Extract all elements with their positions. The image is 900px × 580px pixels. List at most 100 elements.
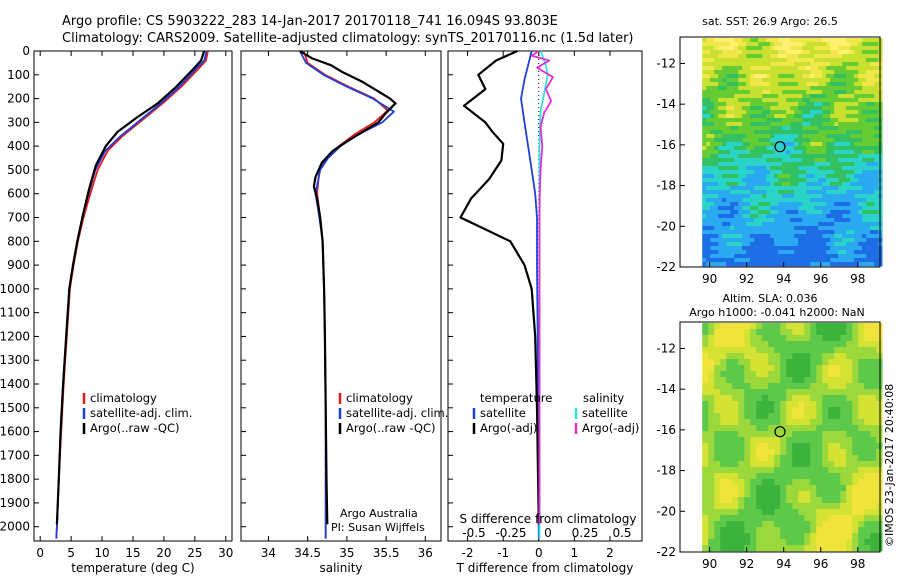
sst_map-cell — [830, 222, 835, 227]
sst_map-cell — [846, 226, 851, 231]
sst_map-cell — [798, 58, 803, 63]
sst_map-cell — [850, 50, 855, 55]
sst_map-cell — [854, 62, 859, 67]
sla_map-cell — [828, 449, 835, 456]
sla_map-cell — [756, 515, 763, 522]
sla_map-cell — [840, 521, 847, 528]
sst_map-cell — [826, 70, 831, 75]
sla_map-cell — [744, 341, 751, 348]
sla_map-cell — [750, 371, 757, 378]
sst_map-cell — [750, 246, 755, 251]
sst_map-cell — [874, 250, 879, 255]
sst_map-cell — [798, 202, 803, 207]
sst_map-cell — [798, 246, 803, 251]
sst_map-cell — [826, 258, 831, 263]
sst_map-cell — [750, 218, 755, 223]
sla_map-cell — [876, 365, 883, 372]
sla_map-cell — [840, 341, 847, 348]
sst_map-cell — [834, 122, 839, 127]
sst_map-cell — [782, 138, 787, 143]
sst_map-cell — [706, 166, 711, 171]
sst_map-cell — [778, 90, 783, 95]
sst_map-cell — [742, 158, 747, 163]
sla_map-cell — [738, 449, 745, 456]
sst_map-cell — [786, 258, 791, 263]
sla_map-cell — [738, 341, 745, 348]
sst_map-cell — [730, 198, 735, 203]
sla_map-cell — [720, 365, 727, 372]
sst_map-cell — [802, 70, 807, 75]
sla_map-cell — [834, 467, 841, 474]
sst_map-cell — [782, 102, 787, 107]
sst_map-cell — [770, 202, 775, 207]
sst_map-cell — [866, 226, 871, 231]
sst_map-cell — [818, 226, 823, 231]
sst_map-cell — [702, 94, 707, 99]
sla_map-cell — [870, 323, 877, 330]
sst_map-cell — [702, 226, 707, 231]
sst_map-cell — [818, 214, 823, 219]
sla_map-cell — [858, 389, 865, 396]
sst_map-cell — [802, 202, 807, 207]
sst_map-cell — [862, 90, 867, 95]
sla_map-cell — [804, 359, 811, 366]
sla_map-cell — [756, 497, 763, 504]
sla_map-cell — [870, 425, 877, 432]
sla_map-cell — [816, 539, 823, 546]
sst_map-cell — [814, 106, 819, 111]
sla_map-cell — [738, 491, 745, 498]
sst_map-cell — [858, 130, 863, 135]
sla_map-cell — [876, 437, 883, 444]
sst_map-cell — [734, 98, 739, 103]
sst_map-cell — [742, 130, 747, 135]
sla_map-cell — [816, 425, 823, 432]
sst_map-cell — [838, 62, 843, 67]
sst_map-cell — [722, 158, 727, 163]
sst_map-cell — [766, 234, 771, 239]
sla_map-cell — [762, 491, 769, 498]
sla_map-cell — [786, 335, 793, 342]
sla_map-cell — [870, 383, 877, 390]
sst_map-cell — [714, 58, 719, 63]
sla_map-cell — [786, 521, 793, 528]
sst_map-cell — [826, 202, 831, 207]
sst_map-cell — [814, 58, 819, 63]
sst_map-cell — [790, 170, 795, 175]
sst_map-cell — [842, 170, 847, 175]
sst_map-cell — [754, 166, 759, 171]
sla_map-cell — [768, 371, 775, 378]
sst_map-cell — [806, 126, 811, 131]
sst_map-cell — [854, 178, 859, 183]
sla_map-cell — [702, 455, 709, 462]
sst_map-cell — [818, 46, 823, 51]
sst_map-cell — [770, 110, 775, 115]
sla_map-cell — [852, 443, 859, 450]
sst_map-cell — [834, 58, 839, 63]
sla_map-cell — [834, 359, 841, 366]
sst_map-cell — [710, 118, 715, 123]
sla_map-cell — [834, 533, 841, 540]
sst_map-cell — [846, 90, 851, 95]
sla_map-cell — [762, 515, 769, 522]
sst_map-cell — [794, 106, 799, 111]
sst_map-cell — [806, 138, 811, 143]
sla_map-cell — [756, 509, 763, 516]
sst_map-cell — [742, 198, 747, 203]
sla_map-cell — [708, 389, 715, 396]
sst_map-cell — [730, 98, 735, 103]
sst_map-cell — [870, 218, 875, 223]
sla_map-cell — [852, 461, 859, 468]
sst_map-cell — [838, 246, 843, 251]
sst_map-cell — [710, 238, 715, 243]
sst_map-cell — [742, 102, 747, 107]
sst_map-cell — [790, 154, 795, 159]
sla_map-cell — [720, 329, 727, 336]
sst_map-cell — [826, 178, 831, 183]
sla_map-cell — [870, 521, 877, 528]
sla_map-cell — [870, 497, 877, 504]
sla_map-cell — [834, 437, 841, 444]
sst_map-cell — [810, 146, 815, 151]
sla_map-cell — [822, 521, 829, 528]
sst_map-cell — [738, 78, 743, 83]
sst_map-cell — [710, 182, 715, 187]
